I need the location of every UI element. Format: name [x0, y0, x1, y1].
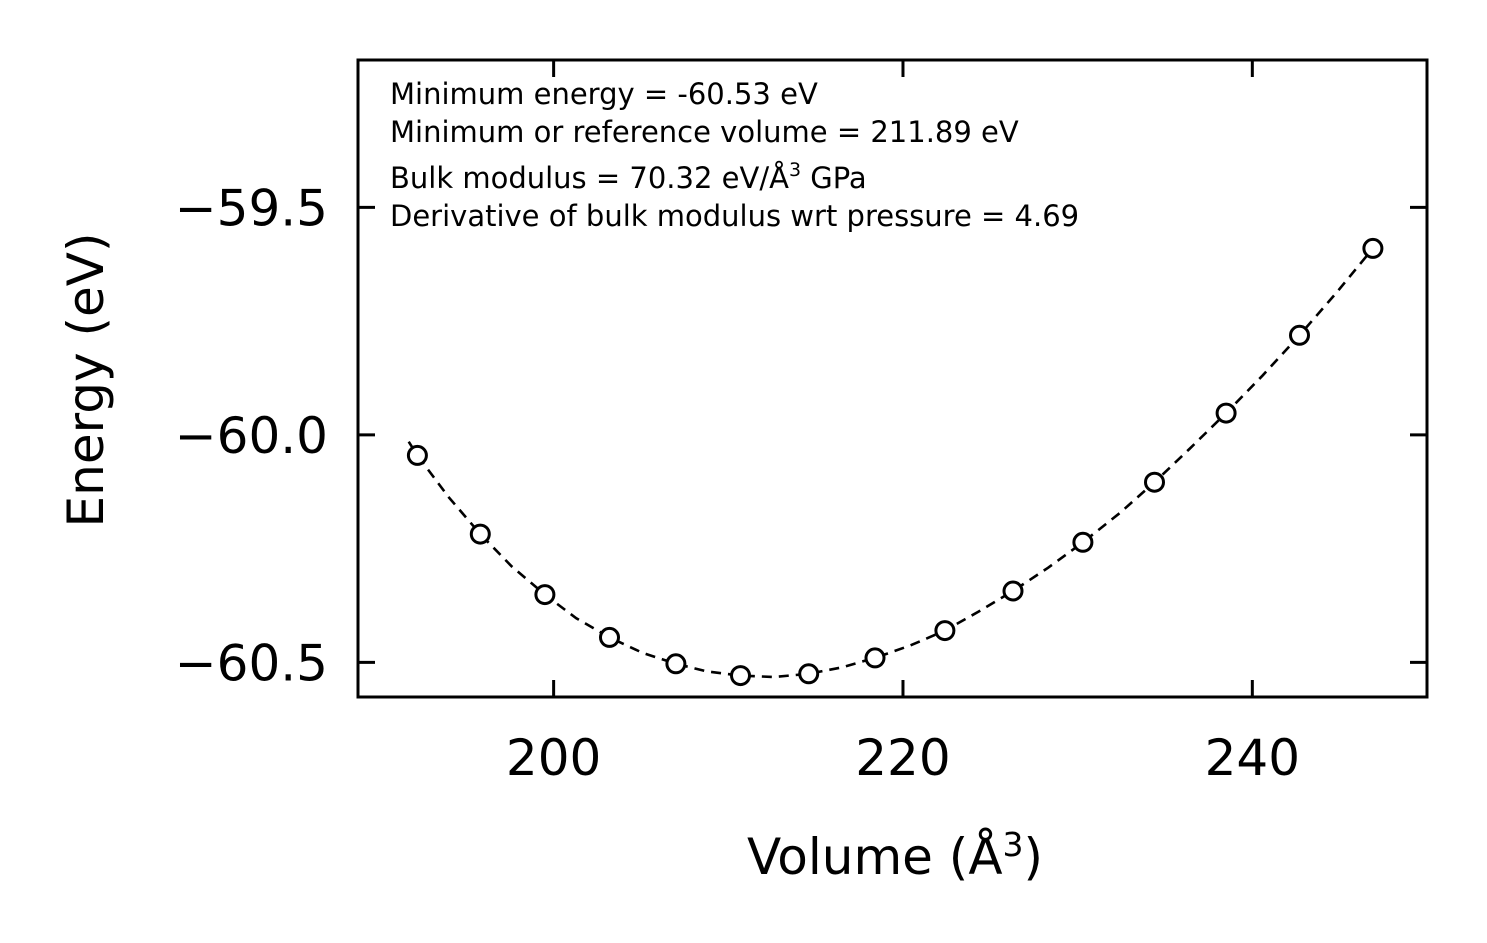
data-point [406, 444, 428, 466]
fit-results-annotation: Minimum energy = -60.53 eV Minimum or re… [390, 77, 1079, 233]
annotation-bulk-modulus-derivative: Derivative of bulk modulus wrt pressure … [390, 199, 1079, 233]
data-point [1144, 471, 1165, 493]
tick-marks [358, 60, 1427, 697]
y-axis-title: Energy (eV) [57, 233, 115, 528]
data-point [934, 620, 956, 642]
annotation-bulk-modulus: Bulk modulus = 70.32 eV/Å3 GPa [390, 159, 867, 195]
x-tick-label: 220 [855, 729, 950, 787]
x-tick-label: 200 [506, 729, 601, 787]
data-point [469, 523, 491, 545]
data-point [1002, 580, 1024, 602]
annotation-min-energy: Minimum energy = -60.53 eV [390, 77, 818, 111]
data-point [665, 653, 687, 675]
data-point [798, 663, 820, 685]
data-points [406, 237, 1384, 687]
data-point [599, 626, 620, 648]
data-point [864, 647, 886, 669]
y-tick-label: −60.0 [175, 407, 328, 465]
data-point [1289, 324, 1310, 346]
data-point [1362, 237, 1384, 259]
y-tick-label: −59.5 [175, 179, 328, 237]
data-point [730, 665, 751, 687]
data-point [534, 584, 556, 606]
annotation-min-volume: Minimum or reference volume = 211.89 eV [390, 115, 1019, 149]
x-tick-label: 240 [1205, 729, 1300, 787]
data-point [1072, 531, 1094, 553]
data-point [1215, 402, 1237, 424]
tick-labels: 200 220 240 −59.5 −60.0 −60.5 [175, 179, 1300, 787]
y-tick-label: −60.5 [175, 634, 328, 692]
x-axis-title: Volume (Å3) [747, 825, 1043, 886]
plot-frame [356, 58, 1429, 699]
